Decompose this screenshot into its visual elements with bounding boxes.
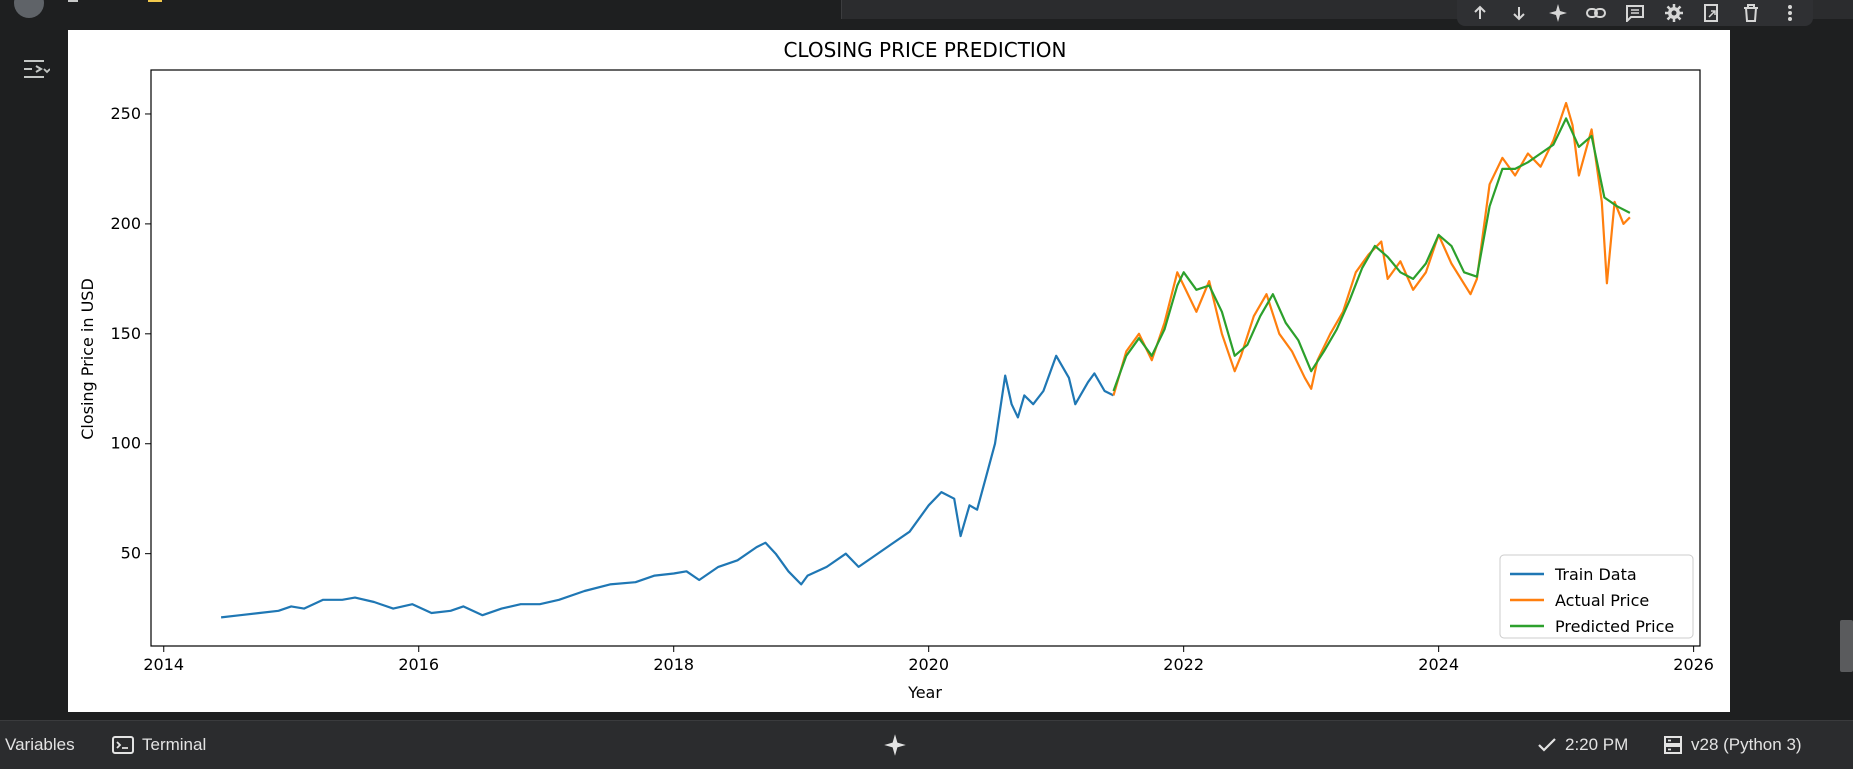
x-tick-label: 2022	[1163, 655, 1204, 674]
y-tick-label: 200	[110, 214, 141, 233]
legend-label-predicted-price: Predicted Price	[1555, 617, 1674, 636]
runtime-icon	[1664, 736, 1682, 754]
terminal-button[interactable]: Terminal	[112, 721, 206, 769]
arrow-up-icon	[1474, 5, 1487, 19]
x-ticks: 2014 2016 2018 2020 2022 2024 2026	[143, 646, 1714, 674]
comment-icon	[1625, 5, 1644, 22]
series-line-predicted-price	[1112, 117, 1631, 392]
terminal-icon	[112, 736, 134, 754]
x-tick-label: 2016	[398, 655, 439, 674]
y-tick-label: 100	[110, 434, 141, 453]
top-bar	[0, 0, 1853, 19]
y-tick-label: 50	[121, 544, 141, 563]
series-line-train-data	[220, 354, 1114, 619]
plot-frame	[150, 69, 1701, 647]
legend: Train Data Actual Price Predicted Price	[1499, 554, 1694, 639]
cell-toolbar	[1457, 0, 1813, 26]
more-actions-button[interactable]	[1775, 1, 1805, 25]
legend-box	[1499, 554, 1694, 639]
output-frame: CLOSING PRICE PREDICTION Closing Price i…	[68, 30, 1730, 712]
trash-icon	[1743, 4, 1758, 22]
mirror-cell-icon	[1704, 4, 1719, 22]
series-line-actual-price	[1112, 101, 1631, 396]
gemini-status-button[interactable]	[883, 721, 907, 769]
y-axis-label: Closing Price in USD	[78, 278, 97, 440]
x-tick-label: 2018	[653, 655, 694, 674]
x-tick-label: 2024	[1418, 655, 1459, 674]
y-tick-label: 150	[110, 324, 141, 343]
legend-label-actual-price: Actual Price	[1555, 591, 1649, 610]
output-actions-button[interactable]	[22, 57, 51, 81]
code-bracket	[148, 0, 162, 2]
move-up-button[interactable]	[1465, 1, 1495, 25]
more-vert-icon	[1787, 5, 1792, 21]
runtime-label: v28 (Python 3)	[1691, 735, 1802, 754]
x-axis-label: Year	[907, 683, 942, 702]
runtime-button[interactable]: v28 (Python 3)	[1663, 721, 1802, 769]
code-fragment	[68, 0, 78, 2]
variables-label: Variables	[5, 735, 75, 754]
left-rail	[0, 19, 68, 714]
right-scrollbar-thumb[interactable]	[1840, 620, 1853, 672]
delete-cell-button[interactable]	[1736, 1, 1766, 25]
gear-icon	[1664, 4, 1683, 22]
mirror-cell-button[interactable]	[1697, 1, 1727, 25]
copy-link-button[interactable]	[1581, 1, 1611, 25]
sparkle-icon	[884, 734, 906, 756]
cell-settings-button[interactable]	[1659, 1, 1689, 25]
y-tick-label: 250	[110, 104, 141, 123]
sparkle-icon	[1548, 4, 1567, 22]
x-tick-label: 2014	[143, 655, 184, 674]
execution-status[interactable]: 2:20 PM	[1537, 721, 1628, 769]
status-bar: Variables Terminal 2:20 PM v28 (Python 3…	[0, 720, 1853, 769]
legend-label-train-data: Train Data	[1554, 565, 1637, 584]
variables-button[interactable]: Variables	[5, 721, 75, 769]
run-cell-button[interactable]	[14, 0, 44, 18]
move-down-button[interactable]	[1504, 1, 1534, 25]
y-ticks: 50 100 150 200 250	[110, 104, 151, 563]
terminal-label: Terminal	[142, 735, 207, 754]
arrow-down-icon	[1513, 7, 1525, 21]
series-layer	[220, 101, 1631, 619]
x-tick-label: 2020	[908, 655, 949, 674]
chart-title: CLOSING PRICE PREDICTION	[783, 38, 1066, 62]
gemini-button[interactable]	[1543, 1, 1573, 25]
add-comment-button[interactable]	[1620, 1, 1650, 25]
closing-price-chart: CLOSING PRICE PREDICTION Closing Price i…	[68, 30, 1730, 712]
x-tick-label: 2026	[1673, 655, 1714, 674]
output-actions-icon	[24, 60, 51, 78]
code-cell-strip	[0, 0, 842, 19]
checkmark-icon	[1538, 738, 1556, 752]
link-icon	[1586, 8, 1607, 18]
execution-time: 2:20 PM	[1565, 735, 1629, 754]
